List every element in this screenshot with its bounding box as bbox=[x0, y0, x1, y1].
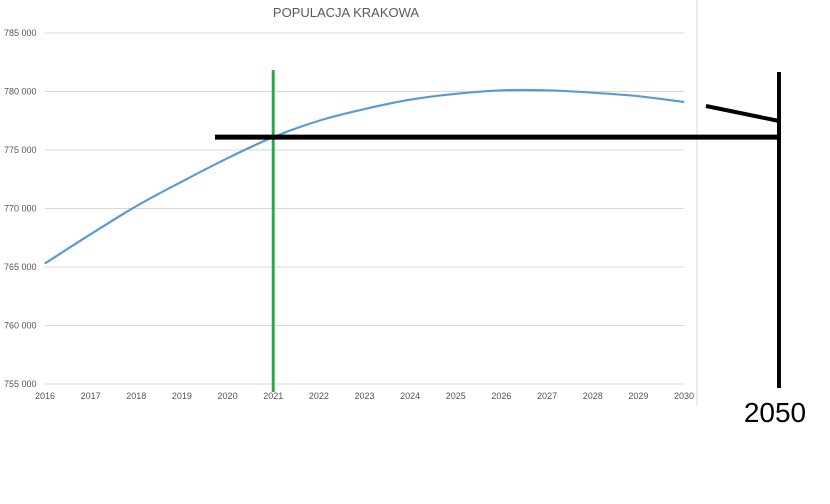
y-tick-label: 780 000 bbox=[4, 87, 37, 97]
x-tick-label: 2024 bbox=[400, 391, 420, 401]
data-point bbox=[44, 262, 46, 264]
data-point bbox=[546, 89, 548, 91]
x-tick-label: 2016 bbox=[35, 391, 55, 401]
data-point bbox=[227, 157, 229, 159]
x-tick-label: 2022 bbox=[309, 391, 329, 401]
x-tick-label: 2021 bbox=[263, 391, 283, 401]
data-point bbox=[500, 89, 502, 91]
data-point bbox=[592, 92, 594, 94]
data-point bbox=[683, 101, 685, 103]
series-group bbox=[44, 88, 685, 265]
x-tick-label: 2029 bbox=[628, 391, 648, 401]
x-tick-label: 2028 bbox=[583, 391, 603, 401]
y-tick-label: 770 000 bbox=[4, 204, 37, 214]
x-tick-label: 2018 bbox=[126, 391, 146, 401]
x-tick-label: 2026 bbox=[491, 391, 511, 401]
data-point bbox=[318, 120, 320, 122]
y-tick-label: 760 000 bbox=[4, 321, 37, 331]
data-point bbox=[90, 233, 92, 235]
data-point bbox=[364, 108, 365, 110]
x-tick-label: 2019 bbox=[172, 391, 192, 401]
data-point bbox=[637, 95, 639, 97]
y-tick-label: 775 000 bbox=[4, 145, 37, 155]
x-tick-label: 2025 bbox=[446, 391, 466, 401]
y-tick-labels: 755 000 760 000 765 000 770 000 775 000 780 0… bbox=[4, 28, 37, 389]
data-point bbox=[181, 181, 183, 183]
y-tick-label: 755 000 bbox=[4, 379, 37, 389]
chart-title: POPULACJA KRAKOWA bbox=[273, 5, 419, 20]
data-point bbox=[135, 205, 137, 207]
series-line bbox=[44, 88, 685, 265]
x-tick-labels: 2016 2017 2018 2019 2020 2021 2022 2023 2024 2025… bbox=[35, 391, 694, 401]
x-tick-label: 2027 bbox=[537, 391, 557, 401]
y-tick-label: 785 000 bbox=[4, 28, 37, 38]
annotation-label-2050: 2050 bbox=[744, 397, 806, 428]
y-tick-label: 765 000 bbox=[4, 262, 37, 272]
data-point bbox=[409, 99, 411, 101]
extrapolation-stroke bbox=[705, 104, 780, 123]
annotations bbox=[215, 70, 781, 392]
data-point bbox=[455, 93, 457, 95]
gridlines bbox=[45, 32, 684, 385]
x-tick-label: 2023 bbox=[354, 391, 374, 401]
x-tick-label: 2017 bbox=[81, 391, 101, 401]
x-tick-label: 2020 bbox=[218, 391, 238, 401]
x-tick-label: 2030 bbox=[674, 391, 694, 401]
